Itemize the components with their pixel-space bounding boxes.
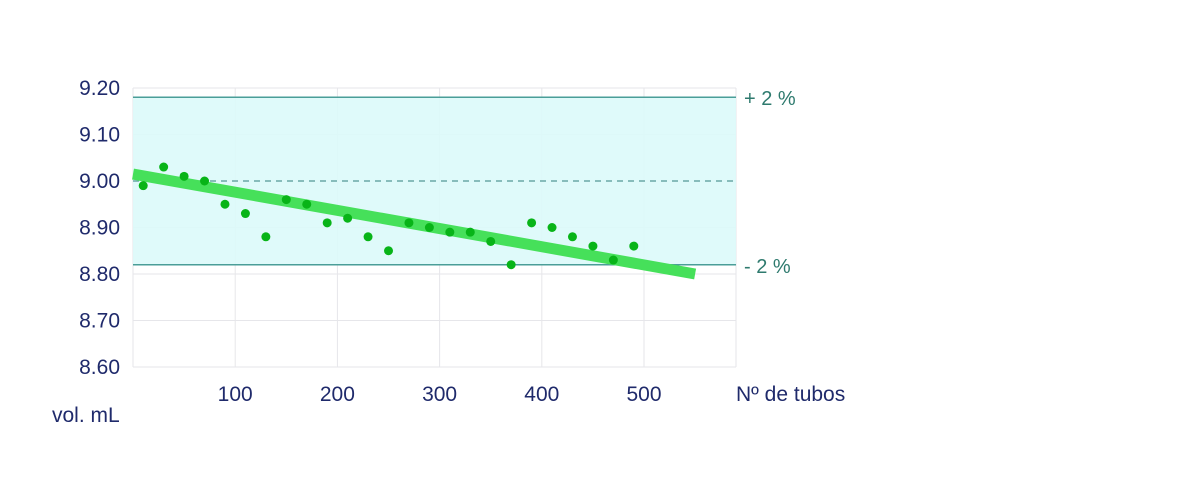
data-point bbox=[138, 181, 148, 191]
data-points bbox=[138, 162, 639, 270]
x-tick-label: 200 bbox=[320, 383, 355, 406]
x-tick-label: 400 bbox=[524, 383, 559, 406]
data-point bbox=[588, 241, 598, 251]
data-point bbox=[322, 218, 332, 228]
y-axis-label: vol. mL bbox=[52, 404, 120, 427]
trend-line bbox=[132, 168, 697, 280]
data-point bbox=[404, 218, 414, 228]
data-point bbox=[486, 236, 496, 246]
data-point bbox=[281, 195, 291, 205]
x-tick-label: 300 bbox=[422, 383, 457, 406]
data-point bbox=[179, 171, 189, 181]
y-tick-label: 8.60 bbox=[79, 356, 120, 379]
data-point bbox=[629, 241, 639, 251]
y-tick-label: 9.10 bbox=[79, 124, 120, 147]
y-tick-label: 8.90 bbox=[79, 217, 120, 240]
data-point bbox=[608, 255, 618, 265]
trend-line-group bbox=[132, 168, 697, 280]
data-point bbox=[159, 162, 169, 172]
x-axis-label: Nº de tubos bbox=[736, 383, 845, 406]
x-tick-label: 500 bbox=[626, 383, 661, 406]
data-point bbox=[302, 199, 312, 209]
y-tick-label: 9.20 bbox=[79, 77, 120, 100]
data-point bbox=[527, 218, 537, 228]
tick-labels: 8.60 8.70 8.80 8.90 9.00 9.10 9.20 100 200 300 400… bbox=[79, 77, 661, 406]
data-point bbox=[240, 209, 250, 219]
data-point bbox=[424, 223, 434, 232]
y-tick-label: 8.80 bbox=[79, 263, 120, 286]
data-point bbox=[567, 232, 577, 242]
y-tick-label: 9.00 bbox=[79, 170, 120, 193]
data-point bbox=[547, 223, 557, 232]
x-tick-label: 100 bbox=[218, 383, 253, 406]
data-point bbox=[445, 227, 455, 237]
data-point bbox=[220, 199, 230, 209]
data-point bbox=[363, 232, 373, 242]
upper-limit-label: + 2 % bbox=[744, 88, 796, 110]
lower-limit-label: - 2 % bbox=[744, 256, 791, 278]
data-point bbox=[343, 213, 353, 223]
data-point bbox=[261, 232, 271, 242]
data-point bbox=[465, 227, 475, 237]
data-point bbox=[200, 176, 210, 186]
data-point bbox=[384, 246, 394, 256]
y-tick-label: 8.70 bbox=[79, 310, 120, 333]
data-point bbox=[506, 260, 516, 270]
